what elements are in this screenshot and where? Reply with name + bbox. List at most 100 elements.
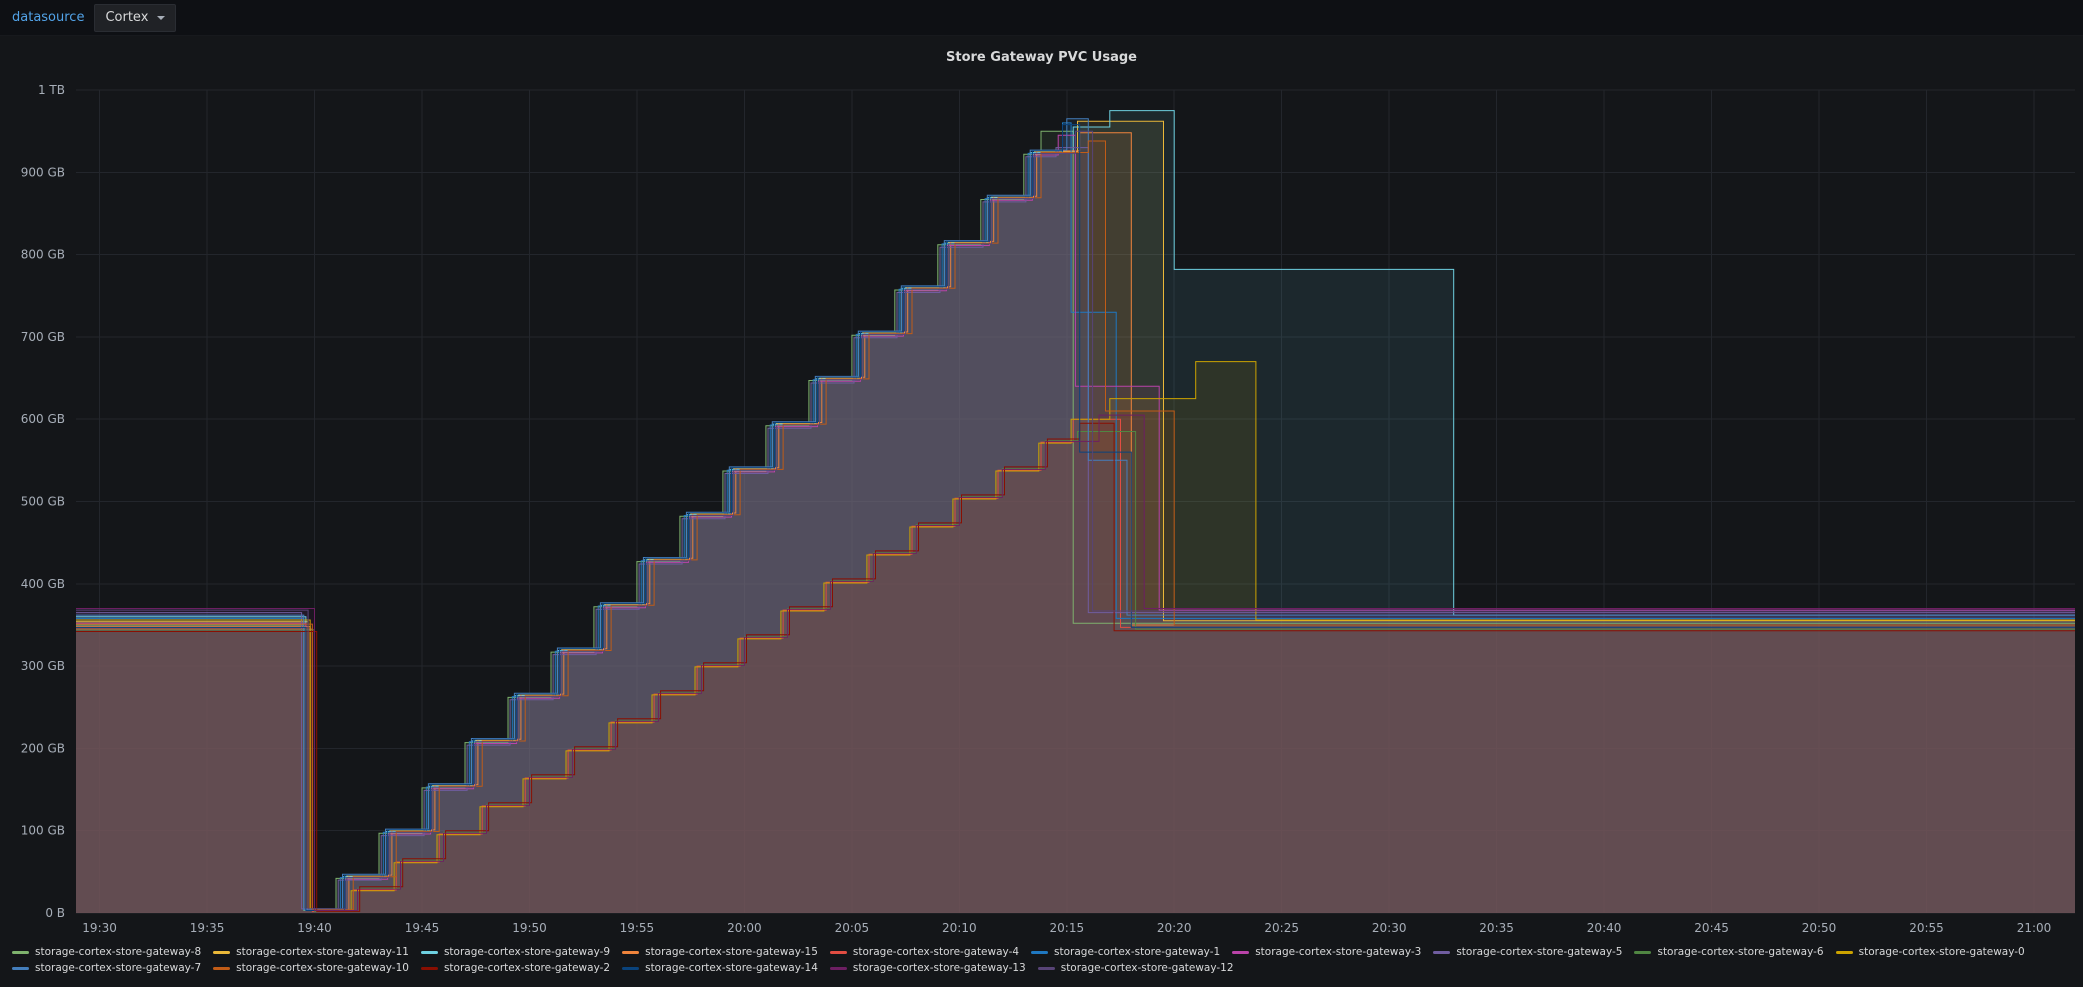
legend-item-storage-cortex-store-gateway-10[interactable]: storage-cortex-store-gateway-10 — [213, 962, 409, 974]
legend-item-storage-cortex-store-gateway-6[interactable]: storage-cortex-store-gateway-6 — [1634, 946, 1824, 958]
series-fill — [76, 124, 2075, 914]
legend-item-storage-cortex-store-gateway-4[interactable]: storage-cortex-store-gateway-4 — [829, 946, 1020, 958]
chevron-down-icon — [157, 15, 166, 20]
x-tick-label: 19:50 — [512, 921, 547, 935]
x-tick-label: 20:35 — [1479, 921, 1514, 935]
legend-label: storage-cortex-store-gateway-0 — [1858, 946, 2025, 958]
legend-label: storage-cortex-store-gateway-2 — [443, 962, 611, 974]
x-tick-label: 20:45 — [1694, 921, 1729, 935]
y-tick-label: 200 GB — [21, 741, 65, 755]
legend-item-storage-cortex-store-gateway-12[interactable]: storage-cortex-store-gateway-12 — [1037, 962, 1234, 974]
legend-label: storage-cortex-store-gateway-10 — [236, 962, 409, 974]
legend-item-storage-cortex-store-gateway-5[interactable]: storage-cortex-store-gateway-5 — [1433, 946, 1622, 958]
legend-label: storage-cortex-store-gateway-6 — [1657, 946, 1824, 958]
legend-label: storage-cortex-store-gateway-14 — [645, 962, 818, 974]
legend-label: storage-cortex-store-gateway-8 — [35, 946, 202, 958]
y-tick-label: 400 GB — [21, 577, 65, 591]
x-tick-label: 20:30 — [1372, 921, 1407, 935]
series-color-icon — [420, 966, 438, 970]
series-line — [76, 124, 2075, 911]
chart-legend: storage-cortex-store-gateway-8 storage-co… — [0, 944, 2083, 976]
series-fill — [76, 118, 2075, 914]
panel-store-gateway-pvc-usage: Store Gateway PVC Usage 0 B 100 GB 200 GB 3… — [0, 36, 2083, 987]
series-fill — [76, 122, 2075, 913]
legend-item-storage-cortex-store-gateway-9[interactable]: storage-cortex-store-gateway-9 — [420, 946, 611, 958]
legend-label: storage-cortex-store-gateway-12 — [1060, 962, 1234, 974]
series-fill — [76, 132, 2075, 914]
y-tick-label: 800 GB — [21, 248, 65, 262]
series-fill — [76, 415, 2075, 913]
x-tick-label: 20:25 — [1264, 921, 1299, 935]
legend-item-storage-cortex-store-gateway-8[interactable]: storage-cortex-store-gateway-8 — [12, 946, 201, 958]
legend-label: storage-cortex-store-gateway-15 — [645, 946, 818, 958]
legend-item-storage-cortex-store-gateway-11[interactable]: storage-cortex-store-gateway-11 — [213, 946, 409, 958]
series-color-icon — [1031, 950, 1049, 954]
x-tick-label: 19:55 — [620, 921, 655, 935]
legend-label: storage-cortex-store-gateway-7 — [35, 962, 202, 974]
x-tick-label: 19:45 — [405, 921, 440, 935]
series-color-icon — [213, 966, 231, 970]
series-fill — [76, 419, 2075, 913]
x-tick-label: 20:10 — [942, 921, 977, 935]
y-tick-label: 300 GB — [21, 659, 65, 673]
legend-label: storage-cortex-store-gateway-5 — [1456, 946, 1623, 958]
series-fill — [76, 141, 2075, 913]
series-color-icon — [1634, 950, 1652, 954]
legend-item-storage-cortex-store-gateway-15[interactable]: storage-cortex-store-gateway-15 — [622, 946, 818, 958]
x-tick-label: 20:55 — [1909, 921, 1944, 935]
x-tick-label: 19:35 — [190, 921, 225, 935]
series-color-icon — [1433, 950, 1451, 954]
legend-item-storage-cortex-store-gateway-1[interactable]: storage-cortex-store-gateway-1 — [1031, 946, 1220, 958]
series-color-icon — [829, 966, 847, 970]
legend-item-storage-cortex-store-gateway-7[interactable]: storage-cortex-store-gateway-7 — [12, 962, 201, 974]
series-color-icon — [420, 950, 438, 954]
y-tick-label: 700 GB — [21, 330, 65, 344]
series-fill — [76, 110, 2075, 914]
datasource-dropdown-value: Cortex — [105, 10, 149, 25]
series-fill — [76, 121, 2075, 914]
legend-item-storage-cortex-store-gateway-0[interactable]: storage-cortex-store-gateway-0 — [1835, 946, 2025, 958]
dashboard-submenu: datasource Cortex — [0, 0, 2083, 36]
x-tick-label: 20:50 — [1802, 921, 1837, 935]
legend-label: storage-cortex-store-gateway-4 — [852, 946, 1020, 958]
legend-item-storage-cortex-store-gateway-2[interactable]: storage-cortex-store-gateway-2 — [420, 962, 611, 974]
series-color-icon — [1835, 950, 1853, 954]
y-tick-label: 900 GB — [21, 165, 65, 179]
x-tick-label: 20:15 — [1050, 921, 1085, 935]
y-tick-label: 500 GB — [21, 495, 65, 509]
series-color-icon — [213, 950, 231, 954]
pvc-usage-chart[interactable]: 0 B 100 GB 200 GB 300 GB 400 GB 500 GB 600 GB 7… — [0, 36, 2083, 936]
series-line — [76, 132, 2075, 911]
series-fill — [76, 131, 2075, 913]
series-fill — [76, 423, 2075, 913]
y-tick-label: 600 GB — [21, 412, 65, 426]
series-line — [76, 118, 2075, 911]
series-color-icon — [12, 950, 29, 954]
series-line — [76, 130, 2075, 911]
series-line — [76, 147, 2075, 910]
legend-label: storage-cortex-store-gateway-1 — [1054, 946, 1221, 958]
y-tick-label: 1 TB — [38, 83, 65, 97]
x-tick-label: 21:00 — [2017, 921, 2052, 935]
panel-title[interactable]: Store Gateway PVC Usage — [946, 50, 1137, 65]
y-tick-label: 100 GB — [21, 824, 65, 838]
legend-item-storage-cortex-store-gateway-14[interactable]: storage-cortex-store-gateway-14 — [622, 962, 818, 974]
legend-item-storage-cortex-store-gateway-13[interactable]: storage-cortex-store-gateway-13 — [829, 962, 1026, 974]
x-tick-label: 20:20 — [1157, 921, 1192, 935]
series-fill — [76, 431, 2075, 913]
variable-label: datasource — [12, 10, 85, 25]
legend-row: storage-cortex-store-gateway-7 storage-co… — [12, 960, 2083, 976]
series-color-icon — [622, 950, 640, 954]
x-tick-label: 20:05 — [835, 921, 870, 935]
x-tick-label: 20:00 — [727, 921, 762, 935]
series-fill — [76, 135, 2075, 914]
series-color-icon — [1232, 950, 1250, 954]
legend-label: storage-cortex-store-gateway-11 — [236, 946, 409, 958]
series-color-icon — [622, 966, 640, 970]
series-line — [76, 414, 2075, 911]
series-line — [76, 140, 2075, 911]
x-tick-label: 20:40 — [1587, 921, 1622, 935]
datasource-dropdown[interactable]: Cortex — [94, 3, 177, 32]
legend-label: storage-cortex-store-gateway-9 — [443, 946, 611, 958]
legend-item-storage-cortex-store-gateway-3[interactable]: storage-cortex-store-gateway-3 — [1232, 946, 1421, 958]
